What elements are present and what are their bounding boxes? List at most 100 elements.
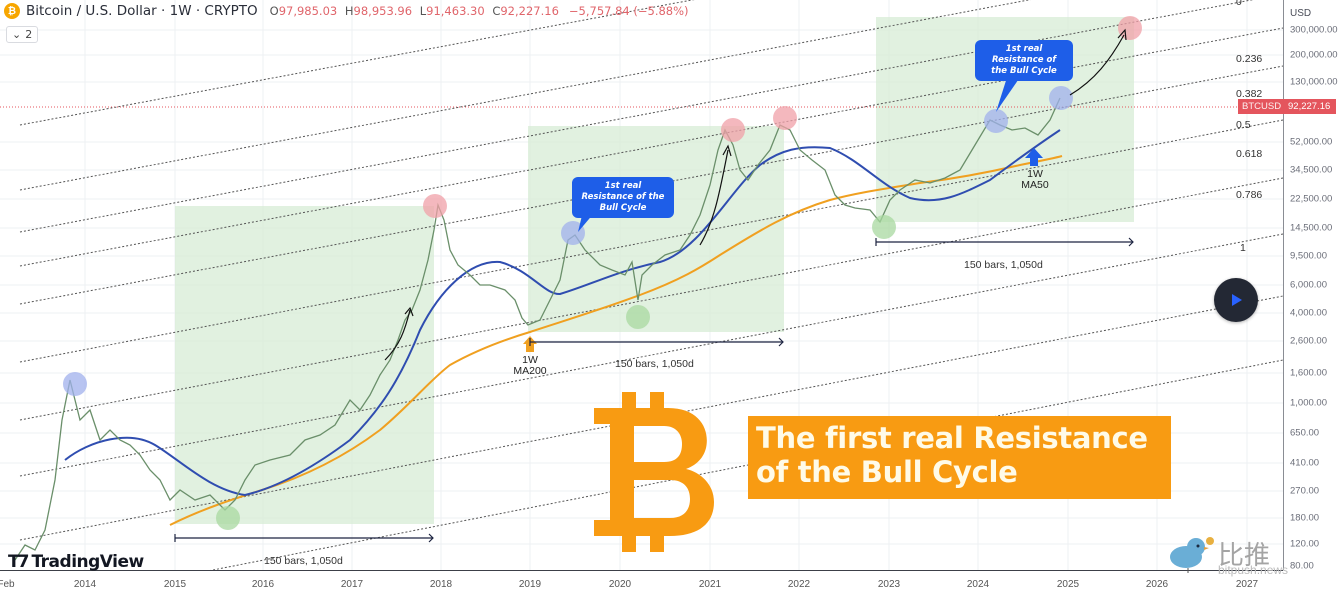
fib-level-0786: 0.786 [1236, 189, 1263, 201]
top-circle-2017 [423, 194, 447, 218]
time-tick: 2015 [163, 579, 187, 590]
resistance-callout-2024: 1st real Resistance of the Bull Cycle [975, 40, 1073, 81]
bitcoin-logo-icon [594, 392, 714, 552]
bottom-circle-2022 [872, 215, 896, 239]
time-tick: 2019 [518, 579, 542, 590]
price-tick: 130,000.00 [1290, 76, 1338, 88]
time-tick: Feb [0, 579, 15, 590]
resistance-callout-2019: 1st real Resistance of the Bull Cycle [572, 177, 674, 218]
price-tick: 1,600.00 [1290, 367, 1327, 379]
ma200-label: 1W MA200 [513, 354, 547, 377]
fib-level-0: 0 [1236, 0, 1242, 8]
price-tick: 34,500.00 [1290, 164, 1333, 176]
ma50-arrow-icon [1025, 148, 1043, 166]
fib-level-0382: 0.382 [1236, 88, 1263, 100]
price-tick: 120.00 [1290, 538, 1320, 550]
time-tick: 2026 [1145, 579, 1169, 590]
ohlc-values: O97,985.03 H98,953.96 L91,463.30 C92,227… [270, 4, 563, 18]
time-tick: 2023 [877, 579, 901, 590]
bitcoin-icon: ₿ [4, 3, 20, 19]
fib-level-1: 1 [1240, 242, 1246, 254]
price-axis[interactable]: USD 300,000.00 200,000.00 130,000.00 52,… [1283, 0, 1340, 572]
resistance-circle-2024 [984, 109, 1008, 133]
time-tick: 2027 [1235, 579, 1259, 590]
price-tick: 270.00 [1290, 485, 1320, 497]
open-label: O [269, 4, 279, 18]
time-tick: 2018 [429, 579, 453, 590]
headline-line-1: The first real Resistance [756, 421, 1148, 455]
headline-line-2: of the Bull Cycle [756, 455, 1018, 489]
indicator-count: 2 [25, 28, 33, 41]
current-symbol: BTCUSD [1242, 101, 1282, 112]
bitpush-watermark: 比推 bitpush.news [1162, 535, 1288, 577]
low-value: 91,463.30 [426, 4, 485, 18]
time-tick: 2020 [608, 579, 632, 590]
price-tick: 1,000.00 [1290, 397, 1327, 409]
trend-arrows [384, 28, 1127, 361]
time-tick: 2021 [698, 579, 722, 590]
chevron-down-icon: ⌄ [12, 28, 22, 41]
time-axis[interactable]: Feb 2014 2015 2016 2017 2018 2019 2020 2… [0, 570, 1283, 599]
fib-level-05: 0.5 [1236, 119, 1251, 131]
current-price: 92,227.16 [1288, 101, 1331, 112]
time-tick: 2014 [73, 579, 97, 590]
close-label: C [492, 4, 501, 18]
bird-icon [1170, 537, 1214, 573]
target-circle-2025 [1118, 16, 1142, 40]
range-label-2: 150 bars, 1,050d [615, 358, 694, 370]
price-tick: 410.00 [1290, 457, 1320, 469]
chart-header: ₿ Bitcoin / U.S. Dollar · 1W · CRYPTO O9… [4, 3, 689, 19]
indicators-toggle-button[interactable]: ⌄ 2 [6, 26, 39, 43]
price-tick: 14,500.00 [1290, 222, 1333, 234]
time-tick: 2017 [340, 579, 364, 590]
tradingview-wordmark: TradingView [31, 552, 144, 572]
high-value: 98,953.96 [353, 4, 413, 18]
time-tick: 2016 [251, 579, 275, 590]
bottom-circle-2020 [626, 305, 650, 329]
price-tick: 2,600.00 [1290, 335, 1327, 347]
price-tick: 4,000.00 [1290, 307, 1327, 319]
play-button[interactable] [1214, 278, 1258, 322]
price-series [14, 97, 1061, 561]
price-tick: 300,000.00 [1290, 24, 1338, 36]
play-icon [1232, 294, 1242, 306]
price-tick: 80.00 [1290, 560, 1314, 572]
top-circle-2021a [721, 118, 745, 142]
low-label: L [419, 4, 427, 18]
price-tick: 6,000.00 [1290, 279, 1327, 291]
tradingview-logo[interactable]: T7 TradingView [8, 552, 144, 572]
price-tick: 22,500.00 [1290, 193, 1333, 205]
current-price-tag: BTCUSD 92,227.16 [1238, 99, 1336, 114]
high-label: H [344, 4, 354, 18]
price-tick: 180.00 [1290, 512, 1320, 524]
watermark-en: bitpush.news [1218, 563, 1289, 577]
price-tick: 650.00 [1290, 427, 1320, 439]
time-tick: 2024 [966, 579, 990, 590]
range-label-3: 150 bars, 1,050d [964, 259, 1043, 271]
time-tick: 2025 [1056, 579, 1080, 590]
top-circle-2013 [63, 372, 87, 396]
ma50-label: 1W MA50 [1021, 168, 1049, 191]
close-value: 92,227.16 [500, 4, 559, 18]
headline-banner: The first real Resistance of the Bull Cy… [748, 416, 1171, 499]
fib-level-0618: 0.618 [1236, 148, 1263, 160]
ma50-line [64, 129, 1061, 497]
price-tick: 200,000.00 [1290, 49, 1338, 61]
tradingview-mark-icon: T7 [8, 552, 29, 572]
fib-level-0236: 0.236 [1236, 53, 1263, 65]
range-label-1: 150 bars, 1,050d [264, 555, 343, 567]
top-circle-2021b [773, 106, 797, 130]
currency-label: USD [1290, 8, 1312, 19]
resistance-circle-2019 [561, 221, 585, 245]
open-value: 97,985.03 [278, 4, 338, 18]
price-change: −5,757.84 (−5.88%) [568, 4, 689, 18]
price-tick: 9,500.00 [1290, 250, 1327, 262]
price-tick: 52,000.00 [1290, 136, 1333, 148]
bottom-circle-2015 [216, 506, 240, 530]
resistance-circle-2025 [1049, 86, 1073, 110]
watermark-cn: 比推 [1218, 541, 1271, 571]
range-measures [174, 237, 1134, 543]
time-tick: 2022 [787, 579, 811, 590]
symbol-title[interactable]: Bitcoin / U.S. Dollar · 1W · CRYPTO [26, 3, 258, 19]
